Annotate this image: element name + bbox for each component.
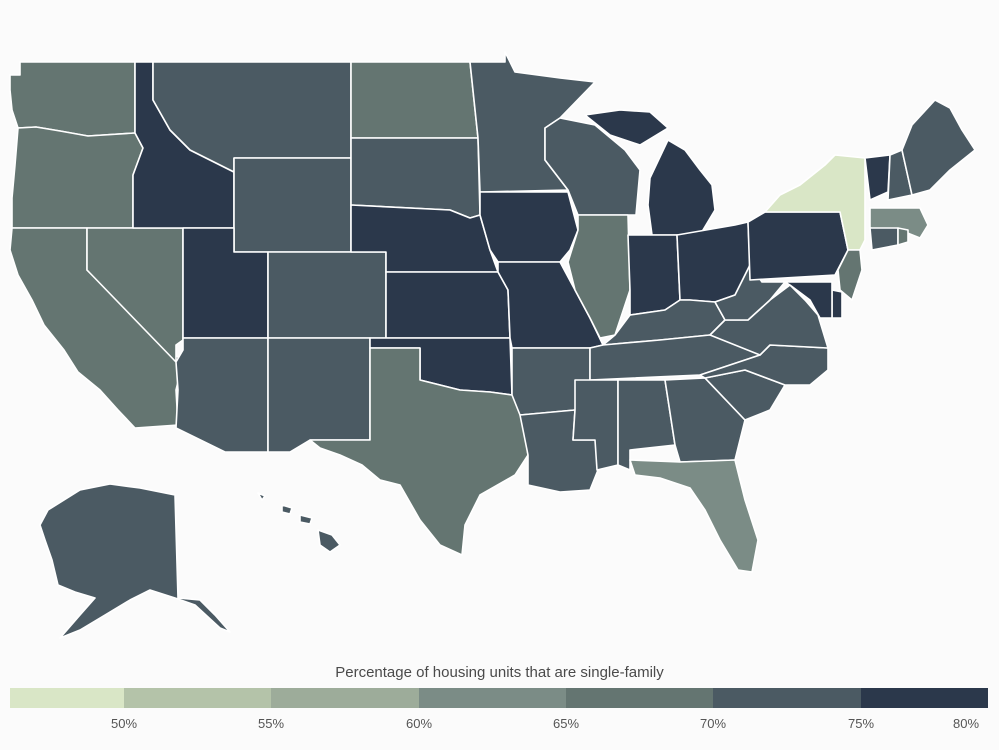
state-fl[interactable]: [629, 459, 759, 573]
legend-bin-5: [713, 688, 861, 708]
state-wa[interactable]: [9, 61, 136, 137]
state-ct[interactable]: [869, 227, 899, 251]
state-nd[interactable]: [350, 61, 479, 139]
state-mi[interactable]: [584, 109, 716, 236]
state-wi[interactable]: [544, 117, 641, 216]
state-me[interactable]: [901, 99, 976, 196]
state-nj[interactable]: [837, 249, 863, 301]
legend-bin-1: [124, 688, 271, 708]
state-nm[interactable]: [267, 337, 371, 453]
state-ia[interactable]: [479, 191, 579, 263]
legend-bin-3: [419, 688, 566, 708]
state-tx[interactable]: [309, 347, 529, 556]
state-ks[interactable]: [385, 271, 511, 339]
state-md[interactable]: [784, 281, 833, 319]
legend-tick-labels: 50% 55% 60% 65% 70% 75% 80%: [0, 716, 999, 736]
legend-title: Percentage of housing units that are sin…: [335, 664, 664, 681]
state-or[interactable]: [11, 126, 144, 229]
state-hi[interactable]: [257, 492, 341, 553]
state-az[interactable]: [175, 337, 269, 453]
state-wy[interactable]: [233, 157, 352, 253]
legend-tick-55: 55%: [257, 716, 285, 731]
state-ri[interactable]: [897, 227, 909, 246]
legend-tick-50: 50%: [110, 716, 138, 731]
legend-tick-80: 80%: [952, 716, 980, 731]
state-co[interactable]: [267, 251, 387, 339]
state-vt[interactable]: [864, 154, 891, 201]
legend-bin-2: [271, 688, 419, 708]
legend-tick-70: 70%: [699, 716, 727, 731]
state-wv[interactable]: [714, 264, 786, 321]
us-choropleth-map: [9, 51, 976, 639]
legend-tick-60: 60%: [405, 716, 433, 731]
legend-tick-65: 65%: [552, 716, 580, 731]
legend-tick-75: 75%: [847, 716, 875, 731]
state-ak[interactable]: [39, 483, 231, 639]
legend-bin-0: [10, 688, 124, 708]
state-de[interactable]: [831, 289, 843, 319]
state-ne[interactable]: [350, 204, 499, 273]
legend-bin-4: [566, 688, 713, 708]
state-in[interactable]: [627, 234, 681, 316]
legend-color-bar: [10, 688, 988, 708]
state-pa[interactable]: [747, 211, 849, 281]
legend-bin-6: [861, 688, 988, 708]
